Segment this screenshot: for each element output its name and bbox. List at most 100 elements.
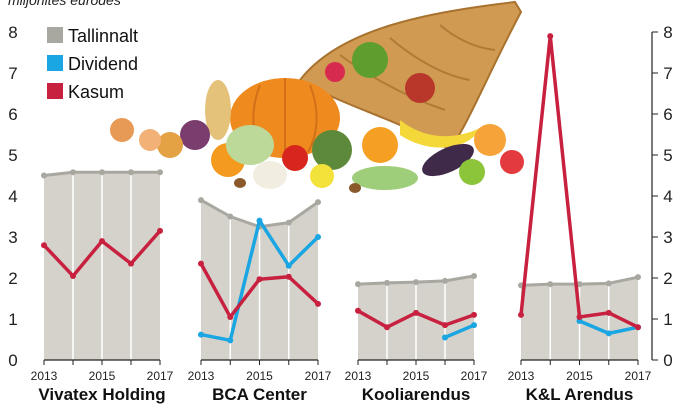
y-tick-label: 0 [8, 351, 17, 370]
cucumber [352, 166, 418, 190]
chart-subtitle: miljonites eurodes [8, 0, 121, 8]
data-point-dividend [256, 217, 263, 224]
horn [298, 0, 523, 152]
data-point-kasum [547, 33, 554, 40]
kiwi [474, 124, 506, 156]
y-tick-label: 2 [8, 269, 17, 288]
legend-bg [44, 22, 174, 106]
eggplant [422, 143, 474, 177]
panel-title: Vivatex Holding [38, 385, 165, 404]
y-tick-label: 8 [8, 23, 17, 42]
series-line-dividend [443, 323, 476, 340]
data-point-kasum [70, 272, 76, 279]
pear [157, 132, 183, 158]
legend: Tallinnalt Dividend Kasum [44, 22, 174, 106]
y-tick-label: 8 [663, 23, 672, 42]
data-point-kasum [285, 273, 292, 280]
horn-rib [339, 54, 446, 111]
x-tick-label: 2013 [31, 369, 58, 383]
data-point-kasum [198, 260, 204, 267]
area-point [315, 199, 321, 206]
tomato [282, 145, 308, 171]
area-point [41, 172, 47, 179]
walnut [349, 183, 361, 193]
grapes [352, 42, 388, 78]
peach [139, 129, 161, 151]
data-point-kasum [256, 276, 263, 283]
area-point [70, 169, 76, 176]
y-tick-label: 1 [663, 310, 672, 329]
squash [205, 80, 231, 140]
y-tick-label: 1 [8, 310, 17, 329]
data-point-kasum [355, 307, 361, 314]
garlic [253, 161, 287, 189]
x-tick-label: 2017 [305, 369, 332, 383]
area-point [285, 219, 292, 226]
area-point [605, 280, 612, 287]
y-tick-label: 6 [663, 105, 672, 124]
area-point [413, 279, 419, 286]
legend-label: Dividend [68, 54, 138, 74]
data-point-dividend [227, 337, 234, 344]
panel-title: BCA Center [212, 385, 307, 404]
area-point [547, 281, 554, 288]
x-tick-label: 2015 [403, 369, 430, 383]
area-point [157, 169, 163, 176]
horn-rib [389, 37, 471, 81]
x-tick-label: 2015 [89, 369, 116, 383]
horn-rib [439, 24, 496, 51]
y-tick-label: 6 [8, 105, 17, 124]
data-point-kasum [635, 324, 641, 331]
y-tick-label: 5 [8, 146, 17, 165]
panel: 2013 2015 2017 BCA Center [188, 197, 332, 404]
y-tick-label: 0 [663, 351, 672, 370]
x-tick-label: 2013 [345, 369, 372, 383]
area-point [355, 281, 361, 288]
area-point [442, 277, 448, 284]
data-point-kasum [41, 242, 47, 249]
data-point-dividend [576, 318, 583, 325]
data-point-kasum [471, 311, 477, 318]
panel-title: K&L Arendus [526, 385, 634, 404]
cornucopia-illustration [110, 0, 524, 193]
x-tick-label: 2013 [508, 369, 535, 383]
y-tick-label: 4 [663, 187, 672, 206]
data-point-kasum [605, 309, 612, 316]
y-tick-label: 3 [8, 228, 17, 247]
panel: 2013 2015 2017 K&L Arendus [508, 33, 652, 404]
orange [362, 127, 398, 163]
legend-label: Kasum [68, 82, 124, 102]
area-point [635, 274, 641, 281]
data-point-dividend [471, 322, 477, 329]
y-tick-label: 7 [663, 64, 672, 83]
x-tick-label: 2017 [625, 369, 652, 383]
y-tick-label: 5 [663, 146, 672, 165]
x-tick-label: 2013 [188, 369, 215, 383]
data-point-kasum [128, 260, 134, 267]
lime [459, 159, 485, 185]
x-tick-label: 2015 [246, 369, 273, 383]
data-point-kasum [518, 311, 524, 318]
cherries [325, 62, 345, 82]
panel: 2013 2015 2017 Kooliarendus [345, 272, 488, 404]
grapes [180, 120, 210, 150]
legend-label: Tallinnalt [68, 26, 138, 46]
y-tick-label: 7 [8, 64, 17, 83]
panel-title: Kooliarendus [362, 385, 471, 404]
data-point-kasum [442, 322, 448, 329]
cabbage [226, 125, 274, 165]
panels: 2013 2015 2017 Vivatex Holding 2013 2015 2017 B… [31, 33, 652, 404]
y-tick-label: 4 [8, 187, 17, 206]
data-point-kasum [384, 324, 390, 331]
x-tick-label: 2017 [147, 369, 174, 383]
y-tick-label: 3 [663, 228, 672, 247]
melon [312, 130, 352, 170]
onion [405, 73, 435, 103]
area-point [198, 197, 204, 204]
lemon [310, 164, 334, 188]
apple [500, 150, 524, 174]
apple [110, 118, 134, 142]
data-point-dividend [442, 334, 448, 341]
area-point [99, 169, 105, 176]
